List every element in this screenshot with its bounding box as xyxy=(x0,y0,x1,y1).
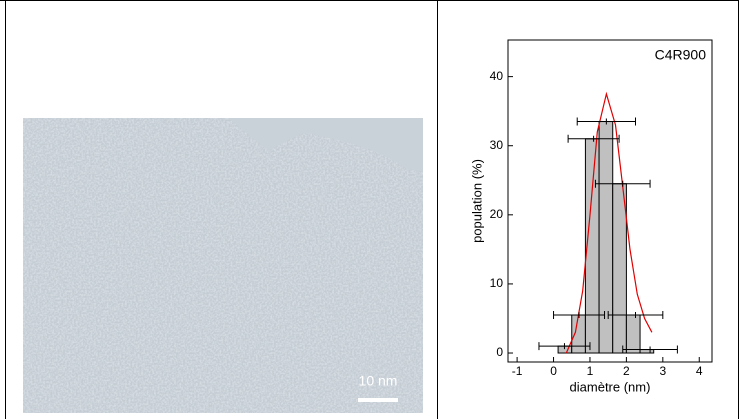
bar xyxy=(639,349,655,354)
x-tick-label: 0 xyxy=(550,364,557,378)
bar xyxy=(625,314,641,354)
x-tick-label: 2 xyxy=(623,364,630,378)
x-tick-label: -1 xyxy=(512,364,523,378)
scale-bar-label: 10 nm xyxy=(359,373,398,389)
series-label: C4R900 xyxy=(655,47,707,63)
micrograph: 10 nm xyxy=(23,118,423,413)
y-axis-label: population (%) xyxy=(469,159,484,243)
y-tick-label: 10 xyxy=(490,276,504,290)
error-bar xyxy=(538,342,591,351)
error-bar xyxy=(553,311,606,320)
y-tick-label: 20 xyxy=(490,207,504,221)
fit-curve xyxy=(565,91,653,354)
bar xyxy=(612,183,627,354)
bar xyxy=(598,121,614,354)
x-tick-label: 3 xyxy=(659,364,666,378)
error-bar xyxy=(567,134,620,143)
x-tick-label: 1 xyxy=(587,364,594,378)
error-bar xyxy=(607,311,664,320)
y-tick-label: 30 xyxy=(490,138,504,152)
plot-frame xyxy=(507,39,713,363)
y-tick-label: 0 xyxy=(496,345,503,359)
error-bar xyxy=(622,345,678,354)
bar xyxy=(571,314,586,354)
x-tick-label: 4 xyxy=(696,364,703,378)
x-axis-label: diamètre (nm) xyxy=(570,379,651,394)
error-bar xyxy=(594,179,651,188)
y-tick-label: 40 xyxy=(490,69,504,83)
error-bar xyxy=(576,117,636,126)
